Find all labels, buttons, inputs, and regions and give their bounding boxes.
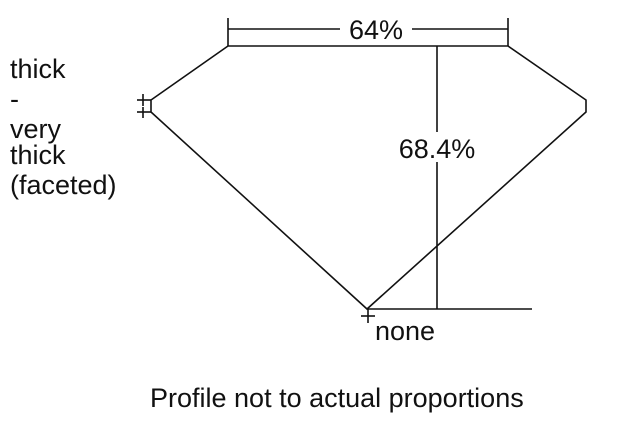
culet-marker: [361, 309, 375, 323]
girdle-line: (faceted): [10, 170, 117, 200]
depth-percent-label: 68.4%: [399, 134, 476, 164]
girdle-marker: [137, 94, 151, 118]
proportions-note: Profile not to actual proportions: [150, 383, 524, 413]
girdle-line: thick: [10, 54, 66, 84]
girdle-line: thick: [10, 140, 66, 170]
gem-outline: [150, 45, 587, 311]
girdle-label: thick - very thick (faceted): [10, 54, 117, 200]
girdle-line: -: [10, 84, 19, 114]
girdle-line: very: [10, 114, 62, 144]
culet-label: none: [375, 316, 435, 346]
table-percent-label: 64%: [349, 15, 403, 45]
